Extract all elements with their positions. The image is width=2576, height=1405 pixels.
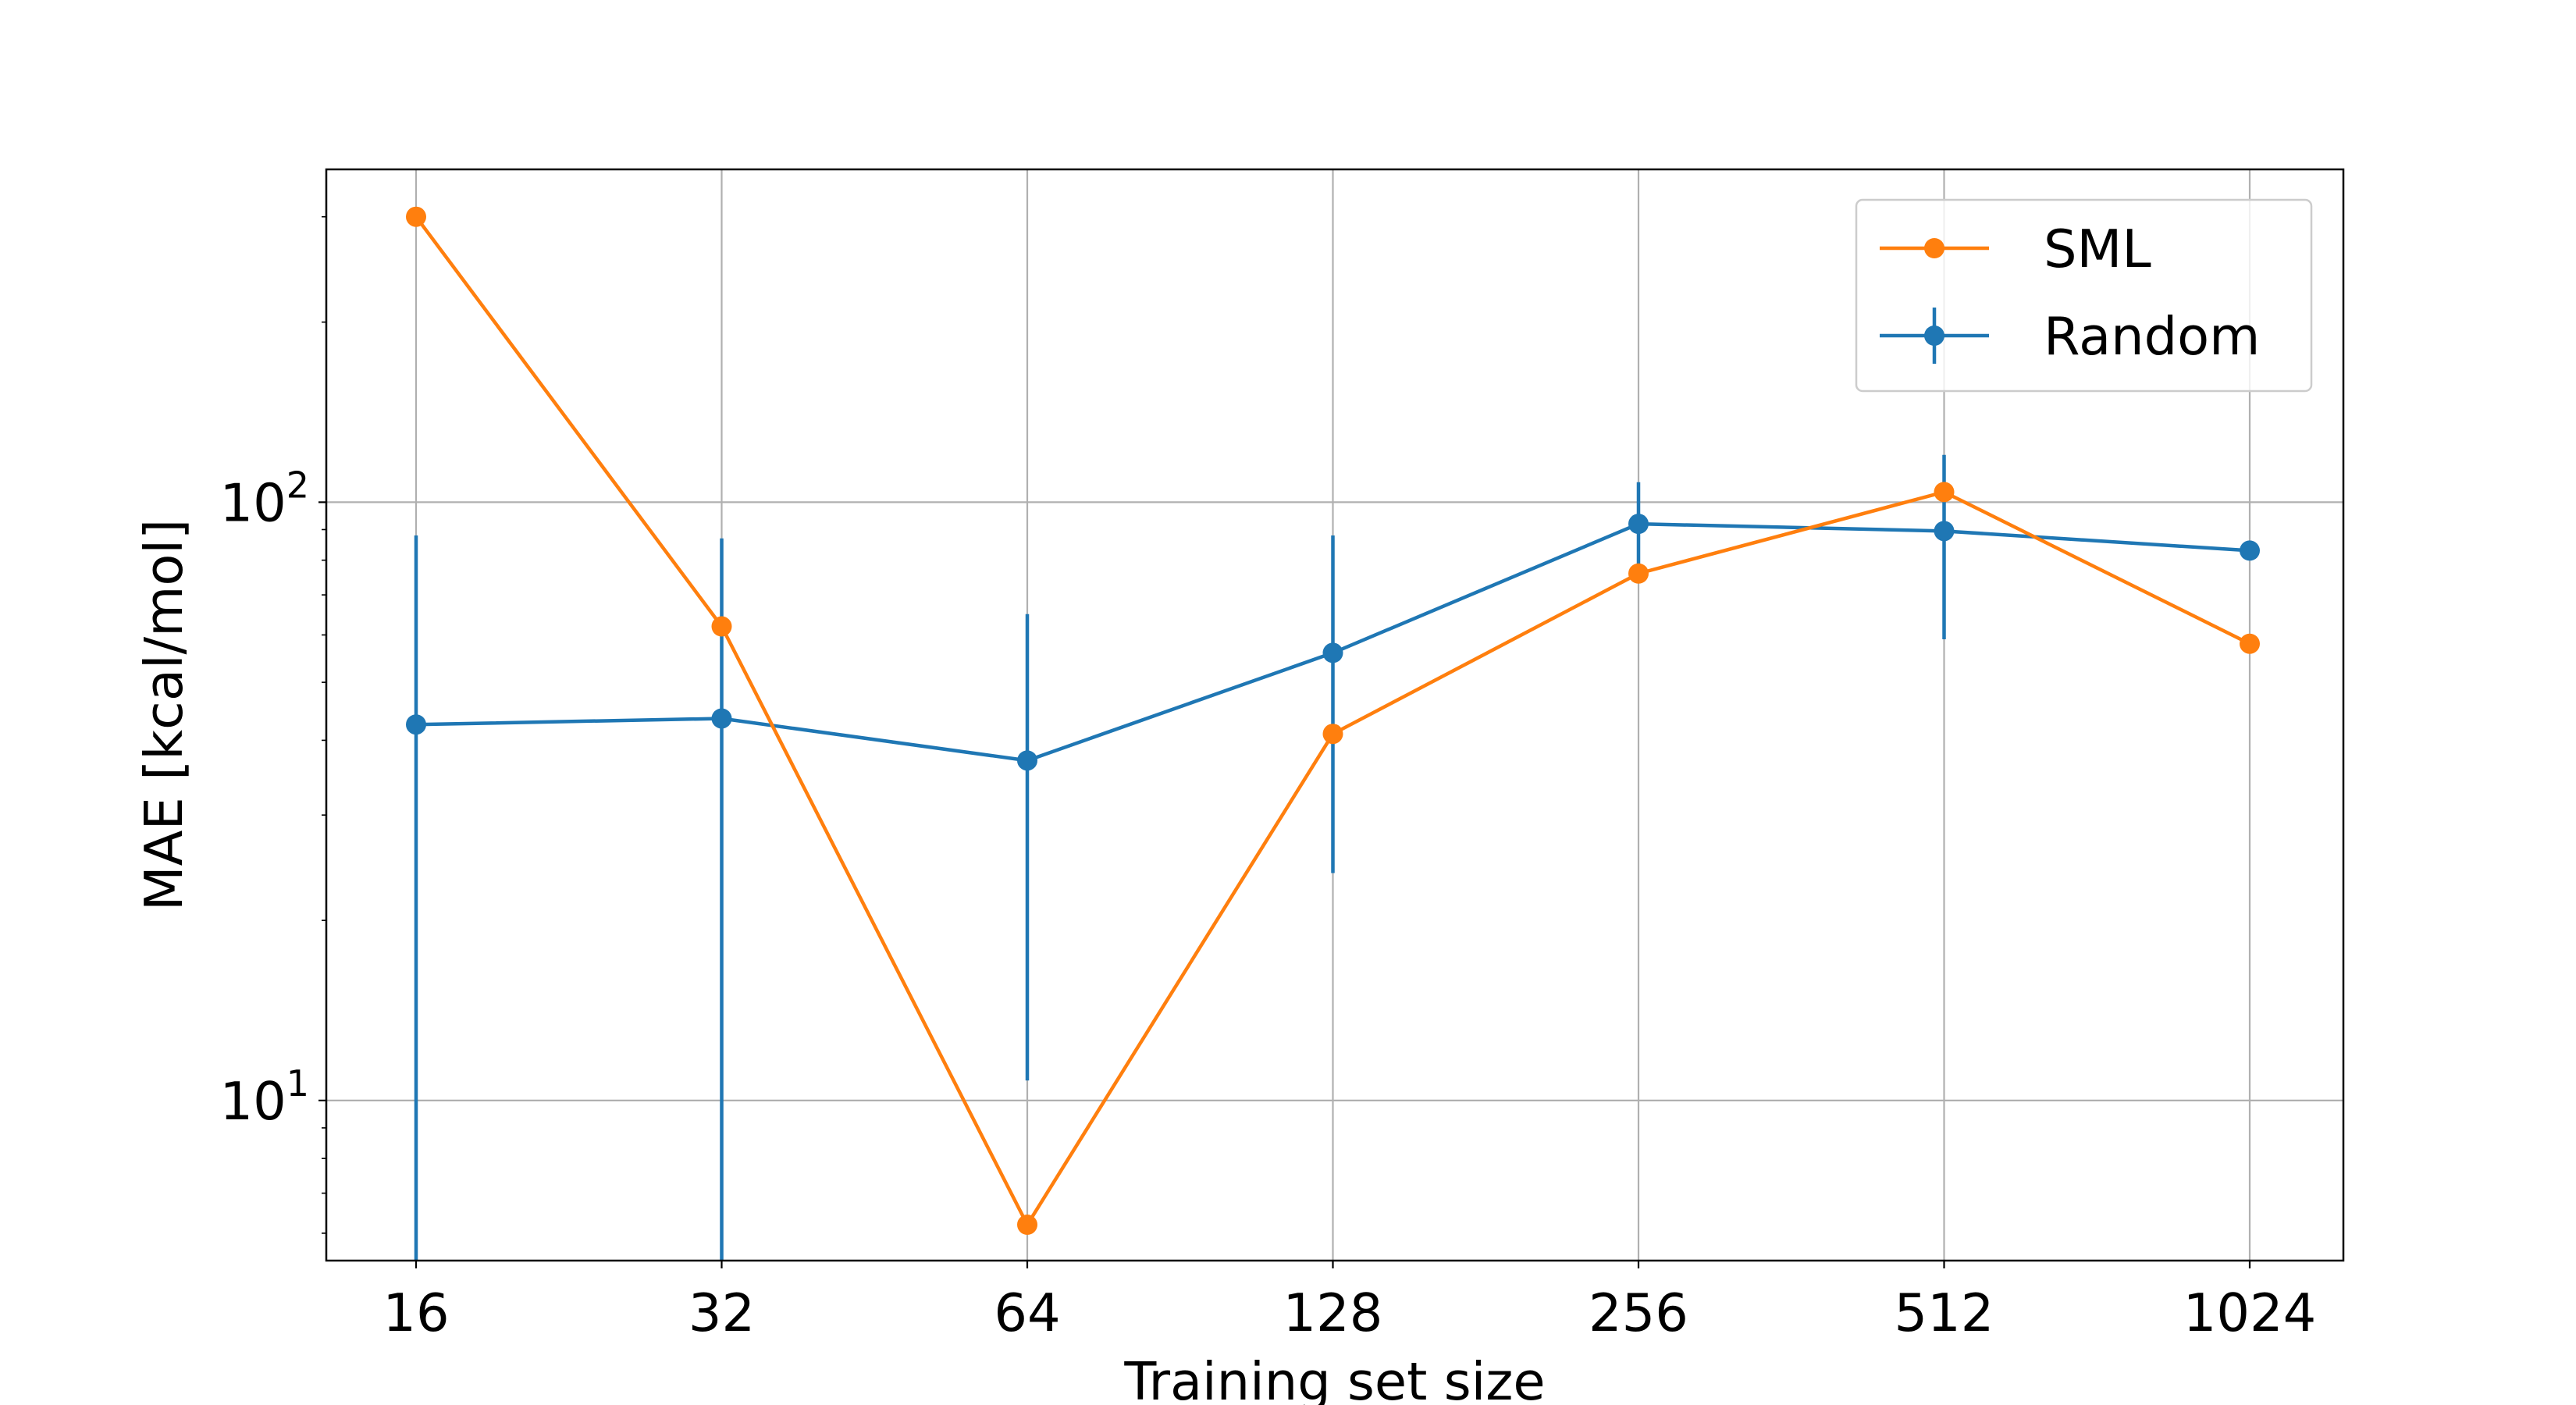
y-tick-label: 101 [219,1062,309,1132]
point-random [2240,540,2260,561]
point-sml [406,206,426,227]
x-axis-label: Training set size [1123,1351,1545,1405]
error-bars [414,454,1946,1261]
point-sml [1628,563,1649,584]
y-axis-label: MAE [kcal/mol] [133,519,194,911]
point-sml [1322,724,1343,745]
point-random [711,708,732,729]
point-sml [2240,633,2260,654]
point-sml [1934,482,1955,503]
legend-item-random: Random [1880,306,2260,367]
x-tick-label: 16 [382,1282,449,1343]
y-tick-label: 102 [219,464,309,533]
x-tick-label: 512 [1895,1282,1994,1343]
legend-label: Random [2044,306,2260,367]
point-sml [711,616,732,637]
plot-area-frame [325,168,2345,1262]
x-tick-label: 128 [1283,1282,1383,1343]
point-random [1322,642,1343,663]
legend-item-sml: SML [1880,219,2151,279]
point-random [1628,514,1649,535]
x-tick-label: 64 [994,1282,1060,1343]
point-random [406,714,426,735]
point-random [1017,750,1037,771]
x-tick-label: 32 [688,1282,755,1343]
x-tick-label: 1024 [2183,1282,2317,1343]
x-tick-label: 256 [1589,1282,1688,1343]
point-sml [1017,1215,1037,1236]
series-lines [406,206,2260,1236]
axis-ticks: 16 32 64 128 256 512 1024 101 102 [219,215,2317,1343]
legend: SML Random [1855,198,2313,393]
legend-swatch-marker [1924,238,1944,258]
legend-label: SML [2044,219,2151,279]
legend-swatch-marker [1924,325,1944,346]
point-random [1934,521,1955,542]
